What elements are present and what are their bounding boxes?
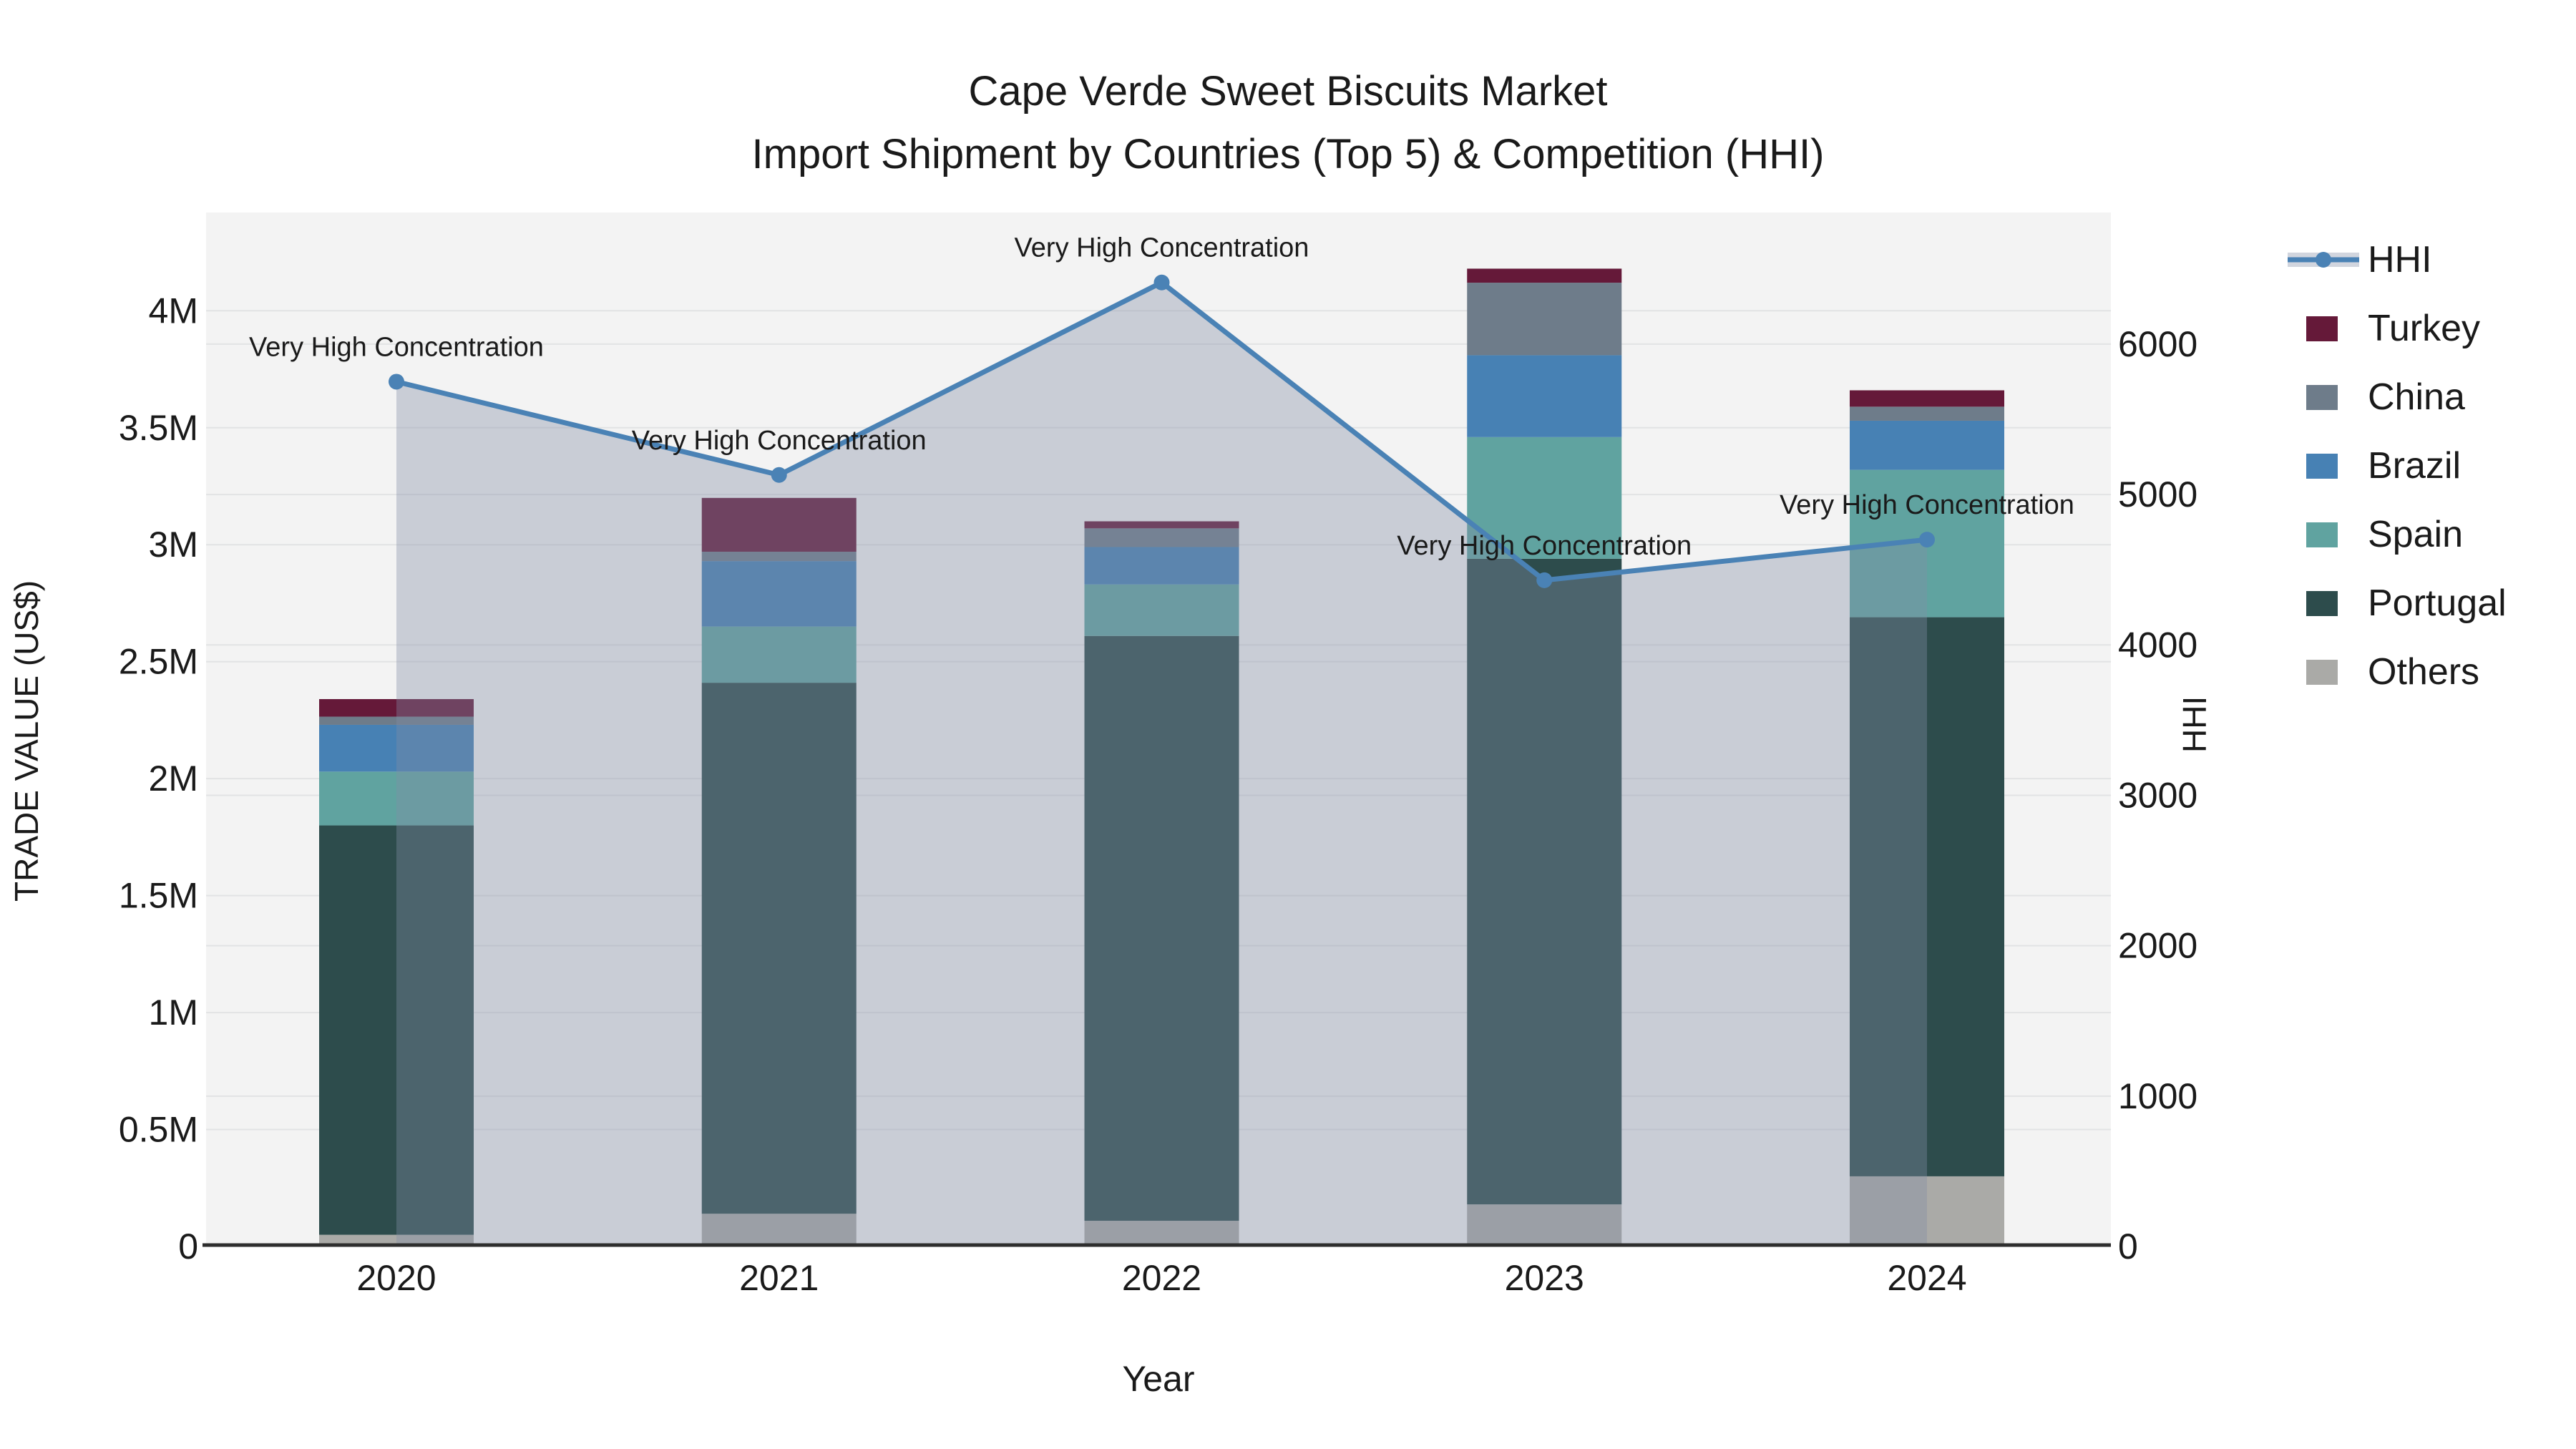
hhi-legend-glyph	[2288, 252, 2359, 268]
bar-segment-brazil-2020	[319, 724, 474, 772]
bar-segment-turkey-2022	[1084, 521, 1239, 529]
x-tick-2021: 2021	[739, 1258, 819, 1298]
bar-segment-others-2023	[1467, 1204, 1622, 1246]
right-tick-1000: 1000	[2118, 1076, 2197, 1116]
bar-segment-spain-2022	[1084, 584, 1239, 636]
bar-segment-portugal-2024	[1850, 617, 2004, 1176]
right-tick-2000: 2000	[2118, 926, 2197, 966]
legend-item-portugal: Portugal	[2288, 569, 2507, 638]
bar-segment-others-2024	[1850, 1176, 2004, 1246]
left-tick-2M: 2M	[149, 758, 198, 799]
annotation-2020: Very High Concentration	[249, 332, 544, 362]
left-tick-4M: 4M	[149, 291, 198, 331]
right-tick-6000: 6000	[2118, 324, 2197, 364]
legend-swatch-others	[2306, 660, 2338, 685]
legend-label-turkey: Turkey	[2368, 308, 2480, 349]
bar-segment-brazil-2024	[1850, 420, 2004, 470]
bar-segment-portugal-2022	[1084, 635, 1239, 1221]
legend-label-china: China	[2368, 376, 2465, 418]
bar-segment-china-2023	[1467, 283, 1622, 356]
bar-segment-brazil-2023	[1467, 355, 1622, 437]
legend-item-spain: Spain	[2288, 500, 2507, 569]
annotation-2023: Very High Concentration	[1397, 531, 1692, 561]
legend-label-others: Others	[2368, 651, 2480, 693]
legend-item-brazil: Brazil	[2288, 431, 2507, 500]
bar-segment-spain-2021	[701, 626, 857, 683]
legend-label-spain: Spain	[2368, 514, 2463, 555]
legend-item-turkey: Turkey	[2288, 294, 2507, 363]
bar-segment-brazil-2021	[701, 561, 857, 627]
legend-label-hhi: HHI	[2368, 239, 2432, 280]
legend-swatch-icon	[2288, 311, 2359, 346]
legend-swatch-icon	[2288, 380, 2359, 414]
right-tick-3000: 3000	[2118, 775, 2197, 815]
legend-line-icon	[2288, 243, 2359, 277]
legend-swatch-icon	[2288, 586, 2359, 620]
annotation-2021: Very High Concentration	[632, 426, 927, 456]
bar-segment-brazil-2022	[1084, 547, 1239, 585]
left-tick-2.5M: 2.5M	[119, 642, 198, 682]
bar-segment-others-2022	[1084, 1221, 1239, 1246]
right-tick-5000: 5000	[2118, 474, 2197, 514]
bar-segment-china-2021	[701, 552, 857, 562]
bar-segment-others-2021	[701, 1214, 857, 1246]
bar-segment-china-2020	[319, 716, 474, 725]
left-tick-0.5M: 0.5M	[119, 1110, 198, 1150]
bar-segment-turkey-2020	[319, 699, 474, 717]
legend-swatch-china	[2306, 385, 2338, 410]
bar-segment-portugal-2021	[701, 683, 857, 1214]
bar-segment-portugal-2023	[1467, 558, 1622, 1205]
legend-swatch-icon	[2288, 655, 2359, 689]
left-tick-0: 0	[178, 1226, 198, 1267]
chart-title: Cape Verde Sweet Biscuits Market Import …	[0, 60, 2576, 186]
left-tick-1M: 1M	[149, 992, 198, 1033]
bar-segment-china-2022	[1084, 528, 1239, 547]
left-tick-3.5M: 3.5M	[119, 408, 198, 448]
legend-item-others: Others	[2288, 638, 2507, 706]
legend-swatch-icon	[2288, 449, 2359, 483]
hhi-marker-2022	[1153, 274, 1170, 291]
legend-swatch-portugal	[2306, 591, 2338, 616]
hhi-marker-2024	[1919, 532, 1935, 548]
bar-segment-turkey-2021	[701, 497, 857, 552]
x-tick-2022: 2022	[1122, 1258, 1201, 1298]
legend-swatch-brazil	[2306, 454, 2338, 479]
bar-segment-portugal-2020	[319, 825, 474, 1235]
bar-segment-china-2024	[1850, 406, 2004, 421]
chart-title-line1: Cape Verde Sweet Biscuits Market	[968, 68, 1608, 114]
legend-item-hhi: HHI	[2288, 225, 2507, 294]
chart-legend: HHI Turkey China Brazil Spain Portugal Others	[2288, 225, 2507, 706]
hhi-marker-2021	[771, 467, 787, 483]
x-tick-2024: 2024	[1887, 1258, 1966, 1298]
legend-label-portugal: Portugal	[2368, 582, 2507, 624]
bar-segment-spain-2020	[319, 771, 474, 826]
legend-swatch-spain	[2306, 522, 2338, 547]
hhi-marker-2020	[389, 374, 404, 390]
left-tick-1.5M: 1.5M	[119, 876, 198, 916]
x-tick-2023: 2023	[1505, 1258, 1584, 1298]
bar-segment-turkey-2023	[1467, 268, 1622, 283]
annotation-2024: Very High Concentration	[1780, 490, 2074, 520]
legend-swatch-icon	[2288, 517, 2359, 552]
legend-swatch-turkey	[2306, 316, 2338, 341]
legend-label-brazil: Brazil	[2368, 445, 2462, 487]
right-tick-4000: 4000	[2118, 625, 2197, 665]
annotation-2022: Very High Concentration	[1015, 233, 1309, 263]
x-axis-title: Year	[1122, 1359, 1195, 1399]
legend-item-china: China	[2288, 363, 2507, 431]
x-tick-2020: 2020	[356, 1258, 436, 1298]
left-tick-3M: 3M	[149, 525, 198, 565]
hhi-marker-2023	[1536, 572, 1553, 588]
right-tick-0: 0	[2118, 1226, 2138, 1267]
hhi-area	[396, 282, 1927, 1246]
chart-title-line2: Import Shipment by Countries (Top 5) & C…	[751, 131, 1825, 177]
bar-segment-turkey-2024	[1850, 390, 2004, 407]
